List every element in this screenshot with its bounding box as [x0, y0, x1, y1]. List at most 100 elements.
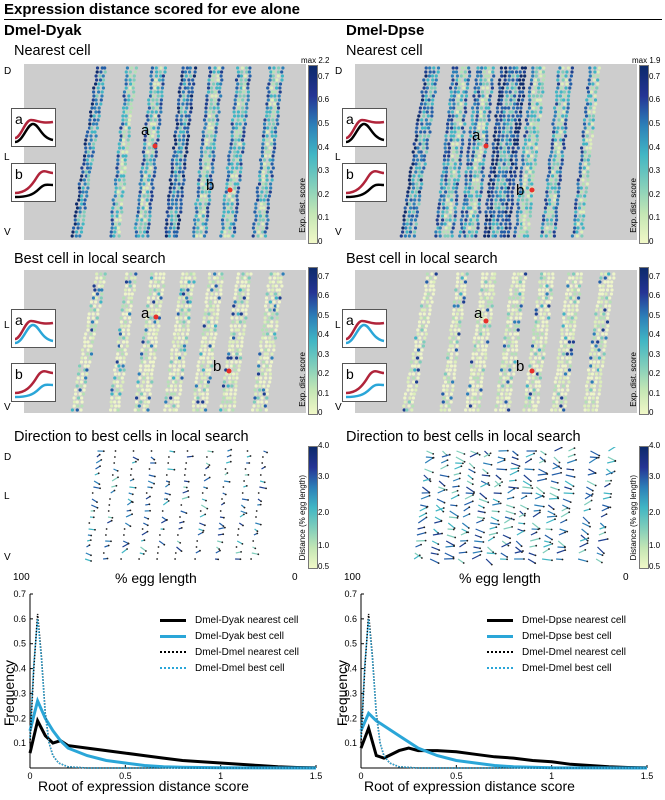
cell-dot — [228, 190, 232, 194]
cell-dot — [265, 110, 269, 114]
arrow-head — [546, 473, 549, 475]
cell-dot — [495, 118, 499, 122]
direction-arrow — [91, 504, 98, 509]
cell-dot — [417, 190, 421, 194]
cell-dot — [408, 226, 412, 230]
cell-dot — [88, 336, 93, 340]
cell-dot — [467, 230, 471, 234]
cell-dot — [512, 364, 516, 368]
cell-dot — [91, 146, 95, 150]
cell-dot — [574, 312, 578, 316]
cell-dot — [593, 324, 597, 328]
cell-dot — [472, 408, 476, 412]
cell-dot — [123, 348, 127, 352]
cell-dot — [428, 70, 432, 74]
cell-dot — [492, 170, 496, 174]
cell-dot — [469, 162, 473, 166]
cell-dot — [247, 70, 251, 74]
cell-dot — [275, 308, 279, 312]
cell-dot — [531, 74, 535, 78]
cell-dot — [541, 324, 545, 328]
cell-dot — [466, 206, 470, 210]
cell-dot — [522, 150, 526, 154]
cell-dot — [562, 308, 566, 312]
cell-dot — [86, 340, 90, 344]
cell-dot — [473, 102, 477, 106]
cell-dot — [560, 82, 564, 86]
cell-dot — [545, 324, 549, 328]
cell-dot — [179, 316, 183, 320]
cell-dot — [509, 376, 513, 380]
cell-dot — [532, 360, 536, 364]
cell-dot — [232, 190, 236, 194]
cell-dot — [557, 114, 561, 118]
direction-arrow — [161, 519, 168, 524]
cell-dot — [174, 142, 178, 146]
cell-dot — [458, 296, 462, 300]
cell-dot — [193, 218, 197, 222]
cell-dot — [533, 158, 537, 162]
cell-dot — [413, 194, 417, 198]
cell-dot — [78, 210, 82, 214]
cell-dot — [528, 392, 532, 396]
cell-dot — [516, 198, 520, 202]
cell-dot — [484, 320, 488, 324]
cell-dot — [103, 70, 107, 74]
cell-dot — [89, 332, 93, 336]
cell-dot — [553, 110, 558, 114]
cell-dot — [165, 388, 169, 392]
cell-dot — [535, 134, 539, 138]
cell-dot — [145, 162, 149, 166]
cell-dot — [121, 304, 125, 308]
arrow-head — [137, 458, 139, 461]
cell-dot — [237, 106, 241, 110]
direction-arrow — [452, 485, 459, 488]
cell-dot — [183, 122, 187, 126]
cell-dot — [208, 340, 212, 344]
cell-dot — [124, 122, 128, 126]
cell-dot — [454, 82, 459, 86]
cell-dot — [605, 320, 610, 324]
cell-dot — [593, 356, 597, 360]
cell-dot — [253, 210, 257, 214]
cell-dot — [90, 126, 94, 130]
cell-dot — [496, 102, 500, 106]
cell-dot — [508, 66, 512, 70]
cell-dot — [511, 178, 516, 182]
cell-dot — [235, 376, 239, 380]
direction-arrow — [413, 554, 421, 560]
cell-dot — [484, 126, 489, 130]
cell-dot — [93, 138, 97, 142]
cell-dot — [586, 90, 591, 94]
arrow-dot — [145, 492, 148, 494]
cell-dot — [414, 162, 418, 166]
arrow-head — [471, 483, 474, 486]
cell-dot — [450, 122, 454, 126]
cell-dot — [409, 384, 413, 388]
arrow-dot — [241, 492, 244, 494]
cell-dot — [478, 292, 482, 296]
cell-dot — [122, 356, 126, 360]
cell-dot — [477, 126, 481, 130]
cell-dot — [598, 292, 602, 296]
cell-dot — [582, 202, 586, 206]
cell-dot — [402, 408, 406, 412]
cell-dot — [409, 206, 413, 210]
cell-dot — [467, 226, 472, 230]
cell-dot — [176, 190, 180, 194]
cell-dot — [174, 408, 178, 412]
cell-dot — [450, 82, 454, 86]
cell-dot — [478, 194, 482, 198]
cell-dot — [186, 94, 190, 98]
cell-dot — [501, 86, 505, 90]
cell-dot — [122, 372, 126, 376]
cell-dot — [425, 280, 429, 284]
cell-dot — [425, 146, 429, 150]
arrow-head — [472, 494, 474, 496]
arrow-head — [127, 542, 130, 545]
arrow-head — [537, 528, 540, 531]
cell-dot — [190, 86, 194, 90]
cell-dot — [544, 308, 548, 312]
cell-dot — [79, 380, 84, 384]
cell-dot — [531, 396, 535, 400]
